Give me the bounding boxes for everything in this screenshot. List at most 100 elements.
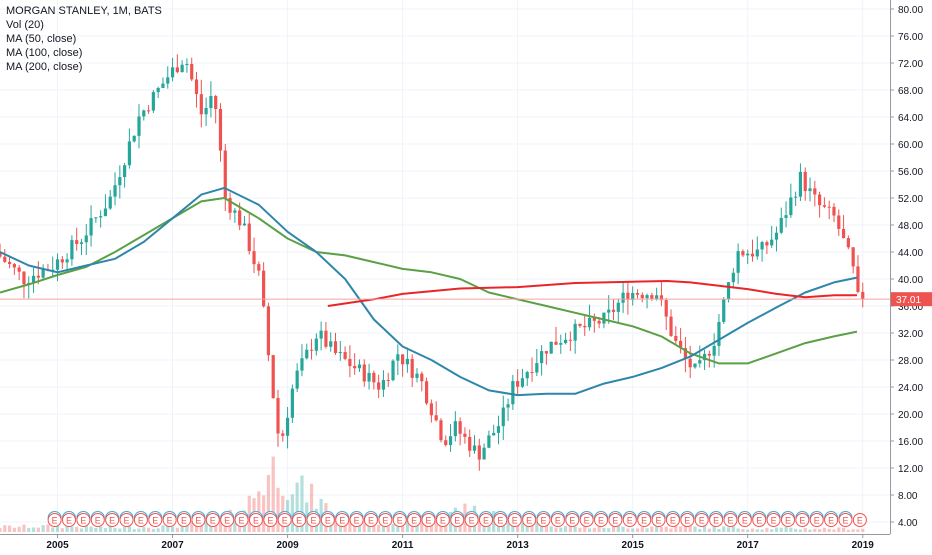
earnings-marker[interactable]: E xyxy=(594,513,609,527)
earnings-marker[interactable]: E xyxy=(234,513,249,527)
earnings-marker[interactable]: E xyxy=(191,513,206,527)
time-tick-label: 2017 xyxy=(737,540,760,550)
earnings-marker[interactable]: E xyxy=(709,513,724,527)
earnings-marker[interactable]: E xyxy=(450,513,465,527)
earnings-marker[interactable]: E xyxy=(723,513,738,527)
earnings-marker[interactable]: E xyxy=(435,513,450,527)
earnings-marker[interactable]: E xyxy=(292,513,307,527)
volume-bar xyxy=(420,514,424,532)
earnings-marker[interactable]: E xyxy=(809,513,824,527)
earnings-marker-circle xyxy=(809,513,824,527)
earnings-marker[interactable]: E xyxy=(62,513,77,527)
earnings-marker[interactable]: E xyxy=(622,513,637,527)
earnings-marker[interactable]: E xyxy=(464,513,479,527)
candle-body xyxy=(707,353,711,356)
earnings-marker[interactable]: E xyxy=(407,513,422,527)
earnings-marker[interactable]: E xyxy=(680,513,695,527)
volume-bar xyxy=(712,526,716,532)
candle-body xyxy=(12,264,16,268)
volume-bar xyxy=(621,526,625,532)
earnings-marker[interactable]: E xyxy=(795,513,810,527)
earnings-marker[interactable]: E xyxy=(148,513,163,527)
earnings-marker[interactable]: E xyxy=(363,513,378,527)
earnings-marker[interactable]: E xyxy=(479,513,494,527)
candle-body xyxy=(846,238,850,248)
earnings-marker[interactable]: E xyxy=(651,513,666,527)
earnings-marker[interactable]: E xyxy=(119,513,134,527)
candle-body xyxy=(242,223,247,226)
earnings-marker-circle xyxy=(162,513,177,527)
earnings-marker[interactable]: E xyxy=(306,513,321,527)
earnings-marker[interactable]: E xyxy=(852,513,867,527)
earnings-marker-label: E xyxy=(612,516,618,526)
earnings-marker-circle xyxy=(594,513,609,527)
earnings-marker-circle xyxy=(90,513,105,527)
volume-bar xyxy=(99,526,103,532)
earnings-marker-circle xyxy=(579,513,594,527)
earnings-marker[interactable]: E xyxy=(766,513,781,527)
earnings-marker[interactable]: E xyxy=(378,513,393,527)
earnings-marker[interactable]: E xyxy=(780,513,795,527)
earnings-marker[interactable]: E xyxy=(335,513,350,527)
earnings-marker-label: E xyxy=(569,516,575,526)
earnings-marker[interactable]: E xyxy=(608,513,623,527)
earnings-marker[interactable]: E xyxy=(263,513,278,527)
earnings-marker-label: E xyxy=(167,516,173,526)
earnings-marker[interactable]: E xyxy=(105,513,120,527)
time-axis[interactable]: 2005 2007 2009 2011 2013 2015 2017 2019 xyxy=(0,534,890,551)
earnings-marker-label: E xyxy=(742,516,748,526)
earnings-marker[interactable]: E xyxy=(550,513,565,527)
earnings-marker[interactable]: E xyxy=(248,513,263,527)
candle-body xyxy=(146,110,151,112)
candle-body xyxy=(683,348,688,359)
earnings-marker[interactable]: E xyxy=(536,513,551,527)
earnings-marker[interactable]: E xyxy=(694,513,709,527)
earnings-marker[interactable]: E xyxy=(205,513,220,527)
earnings-marker-circle xyxy=(263,513,278,527)
event-markers[interactable]: DDDDDDDDDDDDDDDDDDDDDDDDDDDDDDDDDDDDDDDD… xyxy=(47,511,867,527)
earnings-marker[interactable]: E xyxy=(565,513,580,527)
volume-bar xyxy=(520,521,525,532)
earnings-marker[interactable]: E xyxy=(320,513,335,527)
volume-bar xyxy=(856,529,860,532)
earnings-marker[interactable]: E xyxy=(421,513,436,527)
candle-body xyxy=(113,185,117,197)
price-axis[interactable]: 80.00 76.00 72.00 68.00 64.00 60.00 56.00 52.00… xyxy=(890,0,932,550)
earnings-marker[interactable]: E xyxy=(349,513,364,527)
earnings-marker[interactable]: E xyxy=(133,513,148,527)
candle-body xyxy=(60,259,64,263)
candle-body xyxy=(70,240,74,260)
earnings-marker[interactable]: E xyxy=(177,513,192,527)
candle-body xyxy=(89,218,93,236)
earnings-marker[interactable]: E xyxy=(76,513,91,527)
earnings-marker-label: E xyxy=(598,516,604,526)
candle-body xyxy=(549,341,553,354)
volume-bar xyxy=(808,529,812,532)
candle-body xyxy=(563,339,568,344)
earnings-marker[interactable]: E xyxy=(90,513,105,527)
earnings-marker[interactable]: E xyxy=(665,513,680,527)
earnings-marker[interactable]: E xyxy=(392,513,407,527)
earnings-marker[interactable]: E xyxy=(737,513,752,527)
earnings-marker[interactable]: E xyxy=(579,513,594,527)
earnings-marker[interactable]: E xyxy=(162,513,177,527)
earnings-marker[interactable]: E xyxy=(824,513,839,527)
earnings-marker-label: E xyxy=(656,516,662,526)
earnings-marker[interactable]: E xyxy=(752,513,767,527)
candle-body xyxy=(813,188,817,195)
earnings-marker[interactable]: E xyxy=(522,513,537,527)
volume-bar xyxy=(31,527,36,532)
volume-bar xyxy=(702,525,707,532)
candle-body xyxy=(861,291,865,300)
candle-body xyxy=(616,302,620,312)
earnings-marker[interactable]: E xyxy=(838,513,853,527)
earnings-marker-circle xyxy=(479,513,494,527)
earnings-marker[interactable]: E xyxy=(637,513,652,527)
earnings-marker[interactable]: E xyxy=(277,513,292,527)
earnings-marker[interactable]: E xyxy=(220,513,235,527)
earnings-marker[interactable]: E xyxy=(493,513,508,527)
earnings-marker[interactable]: E xyxy=(507,513,522,527)
earnings-marker[interactable]: E xyxy=(47,513,62,527)
